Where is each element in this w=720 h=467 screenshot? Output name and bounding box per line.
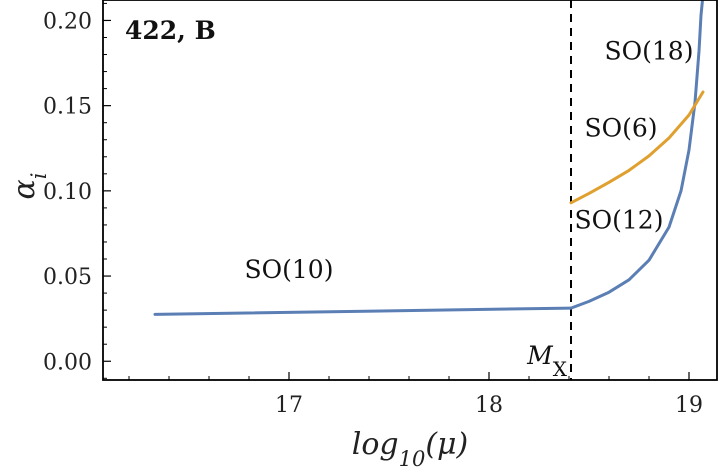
x-axis-label: log10(μ) bbox=[352, 427, 469, 467]
mx-marker: MX bbox=[526, 0, 572, 381]
y-tick-label: 0.20 bbox=[43, 9, 92, 34]
chart-title: 422, B bbox=[125, 16, 216, 45]
x-tick-label: 19 bbox=[675, 393, 703, 418]
x-tick-label: 18 bbox=[475, 393, 503, 418]
minor-ticks bbox=[103, 2, 650, 380]
annotations: SO(10) SO(18) SO(6) SO(12) bbox=[245, 37, 694, 284]
x-tick-label: 17 bbox=[275, 393, 303, 418]
annotation-label: SO(10) bbox=[245, 255, 334, 284]
mx-label: MX bbox=[526, 341, 568, 381]
y-tick-label: 0.05 bbox=[43, 265, 92, 290]
annotation-label: SO(12) bbox=[575, 205, 664, 234]
series-line-1 bbox=[569, 0, 705, 310]
annotation-label: SO(6) bbox=[584, 113, 657, 142]
series-line-0 bbox=[153, 306, 573, 316]
x-axis-label-sub: 10 bbox=[399, 447, 426, 467]
tick-labels: 17 18 19 0.00 0.05 0.10 0.15 0.20 bbox=[43, 9, 703, 418]
y-tick-label: 0.15 bbox=[43, 95, 92, 120]
y-tick-label: 0.00 bbox=[43, 350, 92, 375]
y-axis-label-sub: i bbox=[27, 173, 51, 180]
major-ticks bbox=[103, 19, 690, 380]
y-tick-label: 0.10 bbox=[43, 180, 92, 205]
series-layer bbox=[153, 0, 705, 316]
annotation-label: SO(18) bbox=[605, 37, 694, 66]
plot-frame bbox=[102, 0, 718, 381]
series-line-2 bbox=[569, 90, 705, 205]
